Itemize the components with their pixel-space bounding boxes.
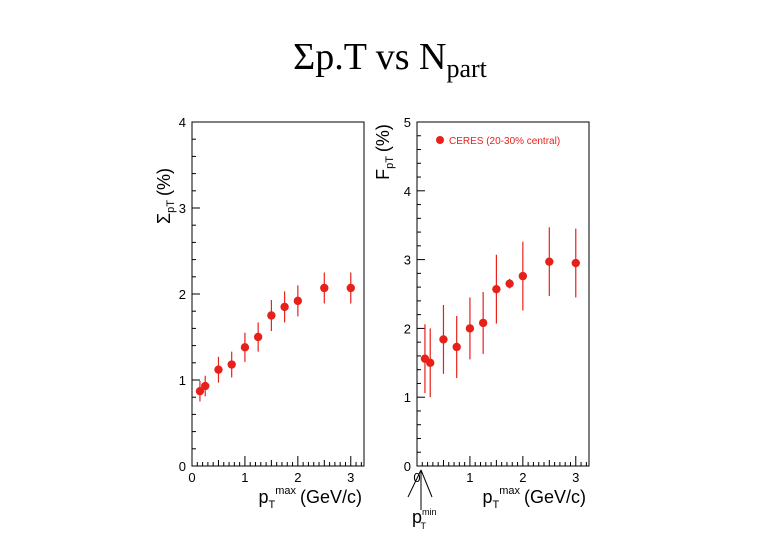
- y-tick-label: 4: [404, 184, 411, 199]
- data-point: [518, 271, 528, 281]
- y-tick-label: 2: [404, 321, 411, 336]
- data-point: [465, 324, 475, 333]
- y-axis-label-left: ΣpT(%): [154, 168, 177, 224]
- title-main: Σp.T vs N: [293, 36, 447, 78]
- ptmin-arrow-left: [407, 469, 422, 498]
- y-tick-label: 0: [404, 459, 411, 474]
- y-tick-label: 3: [179, 201, 186, 216]
- plot-frame-left: [191, 121, 365, 467]
- x-tick-label: 1: [466, 470, 473, 485]
- x-axis-label-right: pTmax (GeV/c): [482, 485, 586, 511]
- data-point: [267, 311, 276, 320]
- data-point: [492, 284, 501, 294]
- y-axis-label-right: FpT(%): [373, 124, 396, 180]
- data-point: [571, 258, 580, 268]
- data-point: [201, 381, 210, 391]
- x-tick-label: 0: [188, 470, 195, 485]
- data-point: [227, 360, 236, 369]
- data-point: [426, 358, 435, 367]
- x-tick-label: 2: [519, 470, 526, 485]
- plot-frame-right: [416, 121, 590, 467]
- y-tick-label: 1: [404, 390, 411, 405]
- y-ticks-right: 0 1 2 3 4 5: [404, 115, 425, 474]
- data-point: [240, 343, 250, 352]
- legend-label: CERES (20-30% central): [449, 136, 560, 147]
- data-point: [320, 283, 329, 293]
- data-point: [280, 302, 289, 312]
- data-point: [195, 386, 205, 396]
- data-point: [293, 296, 303, 306]
- data-point: [214, 365, 223, 374]
- x-tick-label: 3: [347, 470, 354, 485]
- x-tick-label: 3: [572, 470, 579, 485]
- data-point: [545, 257, 554, 266]
- ptmin-arrow-right: [420, 469, 433, 498]
- y-tick-label: 5: [404, 115, 411, 130]
- ptmin-annotation: pmin T: [407, 469, 437, 531]
- data-point: [439, 335, 448, 344]
- legend: CERES (20-30% central): [436, 136, 560, 147]
- x-ticks-left: 0 1 2 3: [188, 456, 362, 485]
- data-point: [478, 318, 488, 328]
- x-tick-label: 2: [294, 470, 301, 485]
- y-tick-label: 3: [404, 253, 411, 268]
- y-tick-label: 2: [179, 287, 186, 302]
- panel-left: 0 1 2 3 4 0 1 2 3 ΣpT(%) pTmax (GeV/c): [154, 115, 365, 511]
- x-tick-label: 1: [241, 470, 248, 485]
- points-right: [420, 227, 580, 398]
- legend-marker: [436, 136, 444, 144]
- title-sub: part: [446, 54, 487, 83]
- panel-right: 0 1 2 3 4 5 0 1 2 3 CERES (20-30% central) FpT(%…: [373, 115, 590, 531]
- ptmin-label: pmin T: [412, 507, 437, 531]
- data-point: [253, 332, 263, 342]
- data-point: [505, 279, 514, 288]
- data-point: [452, 342, 461, 352]
- y-tick-label: 0: [179, 459, 186, 474]
- page-title: Σp.T vs Npart: [0, 38, 780, 82]
- y-tick-label: 1: [179, 373, 186, 388]
- points-left: [195, 272, 355, 402]
- data-point: [346, 283, 355, 293]
- x-axis-label-left: pTmax (GeV/c): [258, 485, 362, 511]
- y-tick-label: 4: [179, 115, 186, 130]
- y-ticks-left: 0 1 2 3 4: [179, 115, 200, 474]
